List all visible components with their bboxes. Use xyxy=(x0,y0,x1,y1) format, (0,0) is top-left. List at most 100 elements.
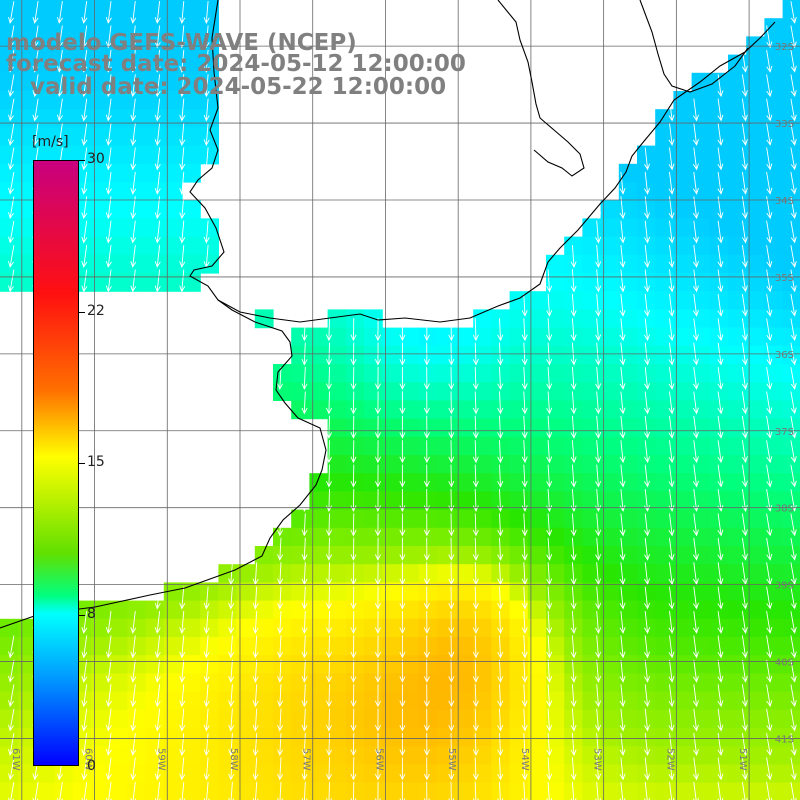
wind-speed-cell xyxy=(345,455,365,474)
wind-speed-cell xyxy=(746,728,765,747)
wind-speed-cell xyxy=(145,655,165,674)
wind-arrow xyxy=(203,757,210,781)
wind-speed-cell xyxy=(0,618,19,638)
wind-arrow xyxy=(644,318,651,342)
wind-arrow xyxy=(668,464,675,488)
wind-arrow xyxy=(350,318,357,342)
wind-arrow xyxy=(179,0,186,25)
wind-speed-cell xyxy=(527,291,547,310)
wind-speed-cell xyxy=(673,728,693,747)
wind-speed-cell xyxy=(0,18,19,37)
wind-speed-cell xyxy=(618,782,638,800)
wind-arrow xyxy=(668,367,675,390)
wind-speed-cell xyxy=(509,527,529,547)
wind-arrow xyxy=(790,220,797,244)
wind-speed-cell xyxy=(673,163,693,183)
wind-speed-cell xyxy=(455,582,474,602)
wind-speed-cell xyxy=(709,91,729,110)
wind-speed-cell xyxy=(455,436,474,456)
wind-arrow xyxy=(521,659,528,683)
wind-arrow xyxy=(374,732,382,757)
wind-arrow xyxy=(766,415,773,439)
wind-arrow xyxy=(277,659,284,683)
wind-arrow xyxy=(619,659,626,683)
wind-speed-cell xyxy=(546,564,565,583)
wind-speed-cell xyxy=(564,728,583,747)
wind-speed-cell xyxy=(746,218,765,238)
wind-arrow xyxy=(546,318,553,342)
wind-speed-cell xyxy=(582,491,602,511)
wind-speed-cell xyxy=(400,728,420,747)
wind-speed-cell xyxy=(36,127,56,147)
wind-speed-cell xyxy=(455,564,474,583)
wind-speed-cell xyxy=(746,782,765,800)
wind-speed-cell xyxy=(764,91,784,110)
wind-speed-cell xyxy=(509,600,529,620)
wind-arrow xyxy=(252,635,259,659)
wind-arrow xyxy=(619,537,626,561)
wind-speed-cell xyxy=(236,709,256,729)
wind-speed-cell xyxy=(509,618,529,638)
wind-speed-cell xyxy=(436,455,456,474)
wind-arrow xyxy=(130,25,137,49)
wind-arrow xyxy=(692,684,699,708)
wind-speed-cell xyxy=(455,618,474,638)
wind-arrow xyxy=(668,562,675,586)
wind-speed-cell xyxy=(673,782,693,800)
wind-speed-cell xyxy=(527,509,547,529)
wind-speed-cell xyxy=(236,655,256,674)
wind-speed-cell xyxy=(473,327,492,347)
wind-speed-cell xyxy=(345,637,365,656)
wind-speed-cell xyxy=(200,709,219,729)
wind-arrow xyxy=(423,732,430,757)
wind-speed-cell xyxy=(582,327,602,347)
wind-speed-cell xyxy=(600,655,620,674)
wind-speed-cell xyxy=(218,691,238,711)
wind-arrow xyxy=(179,586,186,610)
wind-arrow xyxy=(154,123,161,146)
wind-speed-cell xyxy=(691,400,711,420)
wind-speed-cell xyxy=(728,764,747,784)
wind-speed-cell xyxy=(491,473,511,492)
wind-speed-cell xyxy=(764,145,784,165)
wind-speed-cell xyxy=(746,273,765,292)
wind-speed-cell xyxy=(509,764,529,784)
wind-arrow xyxy=(8,171,15,195)
wind-arrow xyxy=(301,610,308,635)
wind-arrow xyxy=(668,293,675,317)
wind-arrow xyxy=(448,635,455,659)
wind-arrow xyxy=(179,757,186,781)
wind-speed-cell xyxy=(709,764,729,784)
wind-arrow xyxy=(595,244,602,269)
wind-arrow xyxy=(668,684,675,708)
wind-speed-cell xyxy=(491,509,511,529)
wind-arrow xyxy=(350,684,357,708)
wind-speed-cell xyxy=(546,637,565,656)
wind-arrow xyxy=(448,391,455,415)
wind-speed-cell xyxy=(236,600,256,620)
wind-speed-cell xyxy=(709,618,729,638)
wind-speed-cell xyxy=(418,618,438,638)
wind-arrow xyxy=(692,440,699,464)
wind-arrow xyxy=(105,684,112,708)
wind-arrow xyxy=(692,611,699,634)
wind-arrow xyxy=(741,635,748,659)
longitude-label: 59W xyxy=(155,748,166,771)
wind-arrow xyxy=(154,74,161,98)
wind-arrow xyxy=(790,147,797,171)
coastline xyxy=(0,0,327,629)
wind-speed-cell xyxy=(582,691,602,711)
wind-arrow xyxy=(203,610,210,635)
wind-speed-cell xyxy=(109,72,128,92)
wind-arrow xyxy=(644,147,651,171)
wind-arrow xyxy=(423,537,430,561)
wind-arrow xyxy=(32,1,39,24)
wind-arrow xyxy=(423,415,430,439)
wind-speed-cell xyxy=(582,546,602,565)
wind-speed-cell xyxy=(764,673,784,693)
wind-arrow xyxy=(668,318,675,342)
wind-arrow xyxy=(8,733,15,756)
wind-arrow xyxy=(350,635,357,659)
wind-arrow xyxy=(179,732,186,757)
